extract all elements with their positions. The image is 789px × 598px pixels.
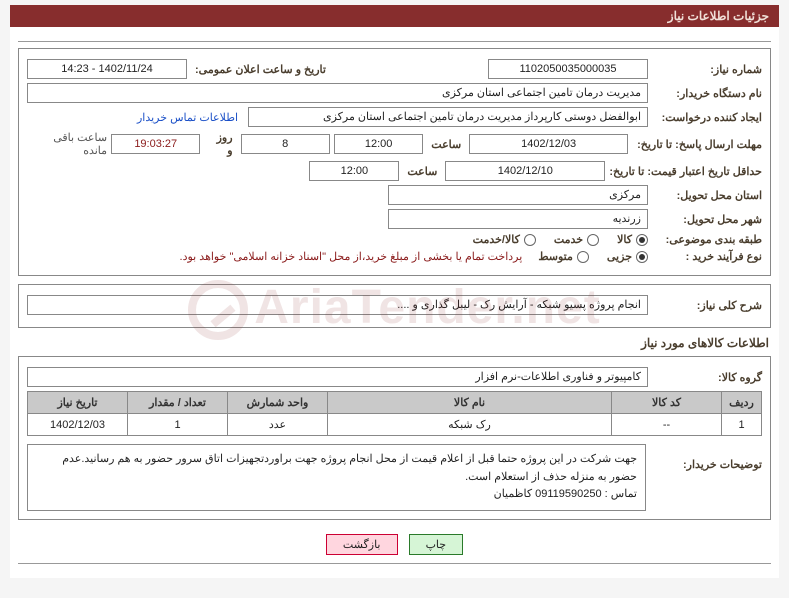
column-header: نام کالا xyxy=(328,392,612,414)
table-cell: 1 xyxy=(128,414,228,436)
buyer-value: مدیریت درمان تامین اجتماعی استان مرکزی xyxy=(27,83,648,103)
items-table-body: 1--رک شبکهعدد11402/12/03 xyxy=(28,414,762,436)
column-header: کد کالا xyxy=(612,392,722,414)
buyer-note-label: توضیحات خریدار: xyxy=(652,444,762,471)
requester-label: ایجاد کننده درخواست: xyxy=(652,111,762,124)
table-row: 1--رک شبکهعدد11402/12/03 xyxy=(28,414,762,436)
need-no-label: شماره نیاز: xyxy=(652,63,762,76)
divider-bottom xyxy=(18,563,771,564)
table-cell: رک شبکه xyxy=(328,414,612,436)
summary-panel: شرح کلی نیاز: انجام پروژه پسیو شبکه - آر… xyxy=(18,284,771,328)
purchase-type-label: نوع فرآیند خرید : xyxy=(652,250,762,263)
table-cell: عدد xyxy=(228,414,328,436)
goods-group-label: گروه کالا: xyxy=(652,371,762,384)
category-radio-group: کالا خدمت کالا/خدمت xyxy=(473,233,648,246)
purchase-type-option[interactable]: جزیی xyxy=(607,250,648,263)
validity-time: 12:00 xyxy=(309,161,399,181)
items-panel: گروه کالا: کامپیوتر و فناوری اطلاعات-نرم… xyxy=(18,356,771,520)
back-button[interactable]: بازگشت xyxy=(326,534,398,555)
table-cell: 1 xyxy=(722,414,762,436)
radio-label: کالا xyxy=(617,233,632,246)
radio-label: متوسط xyxy=(538,250,573,263)
city-value: زرندیه xyxy=(388,209,648,229)
button-bar: چاپ بازگشت xyxy=(18,528,771,557)
city-label: شهر محل تحویل: xyxy=(652,213,762,226)
category-option[interactable]: کالا xyxy=(617,233,648,246)
validity-label: حداقل تاریخ اعتبار قیمت: تا تاریخ: xyxy=(609,165,762,178)
deadline-date: 1402/12/03 xyxy=(469,134,628,154)
announce-label: تاریخ و ساعت اعلان عمومی: xyxy=(191,63,330,76)
remaining-label: ساعت باقی مانده xyxy=(27,131,107,157)
buyer-contact-link[interactable]: اطلاعات تماس خریدار xyxy=(137,111,244,124)
form-page: جزئیات اطلاعات نیاز شماره نیاز: 11020500… xyxy=(10,5,779,578)
radio-icon[interactable] xyxy=(636,251,648,263)
payment-note: پرداخت تمام یا بخشی از مبلغ خرید،از محل … xyxy=(180,250,535,263)
column-header: واحد شمارش xyxy=(228,392,328,414)
deadline-time: 12:00 xyxy=(334,134,423,154)
items-table: ردیفکد کالانام کالاواحد شمارشتعداد / مقد… xyxy=(27,391,762,436)
requester-value: ابوالفضل دوستی کارپرداز مدیریت درمان تام… xyxy=(248,107,648,127)
radio-icon[interactable] xyxy=(636,234,648,246)
purchase-type-radio-group: جزیی متوسط xyxy=(538,250,648,263)
category-label: طبقه بندی موضوعی: xyxy=(652,233,762,246)
column-header: تعداد / مقدار xyxy=(128,392,228,414)
page-title-bar: جزئیات اطلاعات نیاز xyxy=(10,5,779,27)
radio-label: کالا/خدمت xyxy=(473,233,520,246)
items-table-head: ردیفکد کالانام کالاواحد شمارشتعداد / مقد… xyxy=(28,392,762,414)
column-header: ردیف xyxy=(722,392,762,414)
need-no-value: 1102050035000035 xyxy=(488,59,648,79)
radio-icon[interactable] xyxy=(577,251,589,263)
table-cell: 1402/12/03 xyxy=(28,414,128,436)
summary-value: انجام پروژه پسیو شبکه - آرایش رک - لیبل … xyxy=(27,295,648,315)
main-info-panel: شماره نیاز: 1102050035000035 تاریخ و ساع… xyxy=(18,48,771,276)
buyer-label: نام دستگاه خریدار: xyxy=(652,87,762,100)
province-label: استان محل تحویل: xyxy=(652,189,762,202)
column-header: تاریخ نیاز xyxy=(28,392,128,414)
days-after-label: روز و xyxy=(204,131,236,157)
announce-value: 1402/11/24 - 14:23 xyxy=(27,59,187,79)
deadline-label: مهلت ارسال پاسخ: تا تاریخ: xyxy=(632,138,762,151)
countdown-value: 19:03:27 xyxy=(111,134,200,154)
goods-group-value: کامپیوتر و فناوری اطلاعات-نرم افزار xyxy=(27,367,648,387)
page-title: جزئیات اطلاعات نیاز xyxy=(668,9,769,23)
category-option[interactable]: کالا/خدمت xyxy=(473,233,536,246)
time-label-2: ساعت xyxy=(403,165,441,178)
days-value: 8 xyxy=(241,134,330,154)
purchase-type-option[interactable]: متوسط xyxy=(538,250,589,263)
content: شماره نیاز: 1102050035000035 تاریخ و ساع… xyxy=(10,27,779,578)
radio-label: جزیی xyxy=(607,250,632,263)
print-button[interactable]: چاپ xyxy=(409,534,464,555)
divider xyxy=(18,41,771,42)
radio-label: خدمت xyxy=(554,233,583,246)
province-value: مرکزی xyxy=(388,185,648,205)
validity-date: 1402/12/10 xyxy=(445,161,605,181)
table-cell: -- xyxy=(612,414,722,436)
items-section-title: اطلاعات کالاهای مورد نیاز xyxy=(20,336,769,350)
radio-icon[interactable] xyxy=(587,234,599,246)
time-label-1: ساعت xyxy=(427,138,465,151)
radio-icon[interactable] xyxy=(524,234,536,246)
buyer-note-text: جهت شرکت در این پروژه حتما قبل از اعلام … xyxy=(27,444,646,511)
summary-label: شرح کلی نیاز: xyxy=(652,299,762,312)
category-option[interactable]: خدمت xyxy=(554,233,599,246)
